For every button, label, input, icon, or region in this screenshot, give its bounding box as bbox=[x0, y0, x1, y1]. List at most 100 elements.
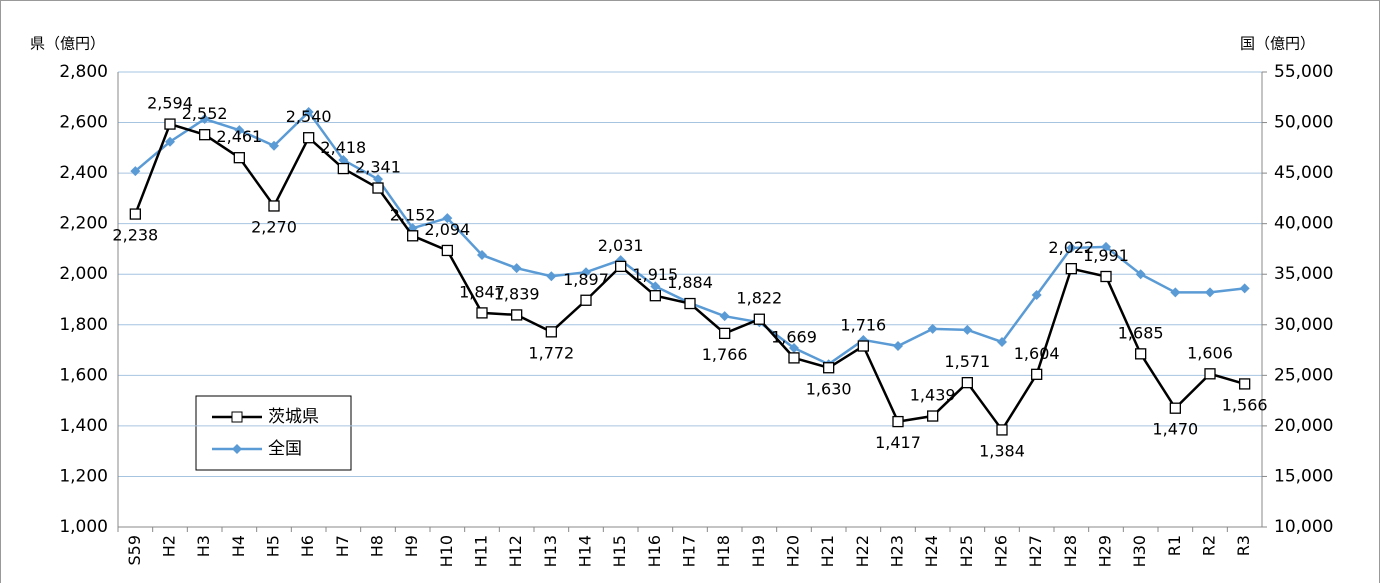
data-label: 2,418 bbox=[320, 138, 366, 157]
marker-diamond bbox=[650, 281, 661, 292]
data-label: 1,915 bbox=[632, 265, 678, 284]
y2-axis-label: 国（億円） bbox=[1240, 35, 1315, 53]
x-tick-label: H18 bbox=[714, 535, 733, 567]
marker-diamond bbox=[303, 106, 314, 117]
data-label: 1,839 bbox=[494, 284, 540, 303]
data-label: 1,630 bbox=[806, 379, 852, 398]
data-label: 1,884 bbox=[667, 273, 713, 292]
marker-diamond bbox=[130, 166, 141, 177]
marker-square bbox=[199, 129, 211, 141]
data-label: 2,238 bbox=[112, 226, 158, 245]
y2-tick-label: 15,000 bbox=[1274, 466, 1333, 486]
marker-diamond bbox=[719, 311, 730, 322]
data-label: 1,822 bbox=[736, 289, 782, 308]
x-tick-label: H13 bbox=[541, 535, 560, 567]
x-tick-label: H10 bbox=[437, 535, 456, 567]
y2-tick-label: 50,000 bbox=[1274, 113, 1333, 133]
marker-square bbox=[164, 118, 176, 130]
x-tick-label: H19 bbox=[749, 535, 768, 567]
data-label: 2,031 bbox=[598, 236, 644, 255]
x-tick-label: H24 bbox=[922, 535, 941, 567]
marker-square bbox=[407, 230, 419, 242]
marker-diamond bbox=[1239, 283, 1250, 294]
marker-square bbox=[372, 182, 384, 194]
marker-diamond bbox=[1031, 289, 1042, 300]
marker-diamond bbox=[789, 343, 799, 354]
data-label: 1,685 bbox=[1118, 323, 1164, 342]
x-tick-label: H21 bbox=[818, 535, 837, 567]
y2-tick-label: 45,000 bbox=[1274, 163, 1333, 183]
data-label: 1,566 bbox=[1222, 395, 1268, 414]
data-label: 2,540 bbox=[286, 107, 332, 126]
marker-diamond bbox=[1066, 242, 1077, 253]
marker-square bbox=[996, 424, 1008, 436]
marker-square bbox=[788, 352, 800, 364]
marker-square bbox=[961, 377, 973, 389]
x-tick-label: H12 bbox=[506, 535, 525, 567]
marker-square bbox=[441, 244, 453, 257]
x-tick-label: R3 bbox=[1234, 535, 1253, 556]
data-label: 2,552 bbox=[182, 104, 228, 123]
x-tick-label: H27 bbox=[1026, 535, 1045, 567]
marker-square bbox=[1204, 368, 1216, 380]
data-label: 2,022 bbox=[1048, 238, 1094, 257]
data-label: 1,606 bbox=[1187, 343, 1233, 362]
x-tick-label: H25 bbox=[957, 535, 976, 567]
data-label: 2,461 bbox=[216, 127, 262, 146]
marker-square bbox=[1065, 263, 1077, 275]
y-tick-label: 2,200 bbox=[59, 214, 108, 234]
marker-diamond bbox=[1170, 287, 1181, 298]
data-label: 1,417 bbox=[875, 433, 921, 452]
y2-tick-label: 30,000 bbox=[1274, 315, 1333, 335]
x-tick-label: H20 bbox=[784, 535, 803, 567]
marker-square bbox=[476, 307, 488, 319]
y2-tick-label: 40,000 bbox=[1274, 214, 1333, 234]
marker-square bbox=[1100, 270, 1112, 283]
data-label: 2,270 bbox=[251, 217, 297, 236]
x-tick-label: H4 bbox=[229, 535, 248, 557]
y-tick-label: 2,000 bbox=[59, 264, 108, 284]
data-label: 1,571 bbox=[944, 352, 990, 371]
y-tick-label: 1,000 bbox=[59, 517, 108, 537]
y2-tick-label: 10,000 bbox=[1274, 517, 1333, 537]
marker-diamond bbox=[1101, 241, 1111, 252]
data-label: 1,384 bbox=[979, 441, 1025, 460]
marker-diamond bbox=[165, 136, 175, 147]
marker-diamond bbox=[962, 324, 973, 335]
y2-tick-label: 55,000 bbox=[1274, 62, 1333, 82]
y-tick-label: 1,200 bbox=[59, 466, 108, 486]
data-label: 1,766 bbox=[702, 345, 748, 364]
marker-diamond bbox=[373, 174, 383, 185]
marker-diamond bbox=[269, 140, 279, 151]
marker-diamond bbox=[997, 336, 1007, 347]
y-tick-label: 1,400 bbox=[59, 416, 108, 436]
legend-label: 茨城県 bbox=[268, 407, 319, 427]
x-tick-label: H30 bbox=[1130, 535, 1149, 567]
y-axis-label: 県（億円） bbox=[30, 35, 105, 53]
data-label: 1,470 bbox=[1152, 420, 1198, 439]
marker-diamond bbox=[511, 263, 522, 274]
marker-square bbox=[1031, 368, 1043, 380]
marker-diamond bbox=[1205, 287, 1215, 298]
marker-square bbox=[1239, 378, 1251, 390]
marker-square bbox=[337, 162, 349, 175]
x-tick-label: H29 bbox=[1096, 535, 1115, 567]
x-tick-label: H26 bbox=[992, 535, 1011, 567]
marker-diamond bbox=[927, 323, 938, 334]
marker-square bbox=[857, 340, 869, 352]
data-label: 1,669 bbox=[771, 327, 817, 346]
marker-diamond bbox=[234, 125, 245, 136]
x-tick-label: H15 bbox=[610, 535, 629, 567]
marker-square bbox=[511, 309, 523, 321]
legend-box bbox=[195, 395, 352, 471]
marker-square bbox=[129, 208, 141, 220]
data-label: 1,847 bbox=[459, 282, 505, 301]
x-tick-label: H5 bbox=[264, 535, 283, 557]
data-label: 1,897 bbox=[563, 270, 609, 289]
marker-diamond bbox=[546, 271, 557, 282]
y-tick-label: 2,800 bbox=[59, 62, 108, 82]
legend-marker bbox=[231, 411, 243, 423]
marker-square bbox=[1169, 402, 1181, 414]
y-tick-label: 1,800 bbox=[59, 315, 108, 335]
x-tick-label: H22 bbox=[853, 535, 872, 567]
